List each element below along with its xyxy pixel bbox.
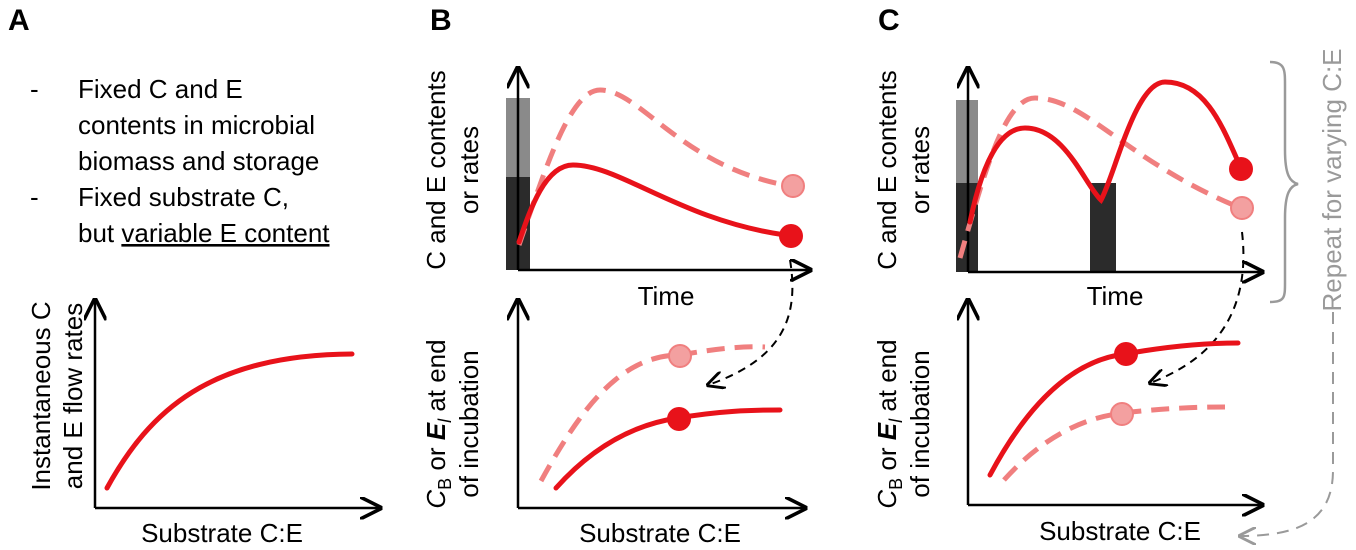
panel-c-top-solid-curve bbox=[967, 79, 1243, 225]
panel-a: A - Fixed C and E contents in microbial … bbox=[8, 4, 380, 548]
panel-b-bottom-ylabel-line-1: CB or El at end bbox=[421, 339, 455, 508]
panel-c-el-symbol: E bbox=[872, 422, 902, 440]
panel-c-cb-symbol: C bbox=[872, 490, 902, 509]
panel-c-top-ylabel-line-2: or rates bbox=[905, 126, 935, 214]
panel-c-transfer-arrow bbox=[1150, 231, 1245, 383]
panel-b-bottom-dashed-curve bbox=[538, 344, 766, 483]
panel-c-repeat-brace bbox=[1269, 60, 1299, 304]
bullet-2-line-2-prefix: but bbox=[78, 218, 121, 248]
panel-c-top-solid-endpoint bbox=[1229, 157, 1253, 181]
panel-b-top-solid-curve bbox=[516, 162, 788, 245]
panel-a-xlabel: Substrate C:E bbox=[141, 518, 303, 548]
panel-b-bottom-solid-point bbox=[667, 407, 691, 431]
panel-c-cb-subscript: B bbox=[886, 478, 906, 490]
panel-b-el-symbol: E bbox=[421, 422, 451, 440]
panel-b-cb-symbol: C bbox=[421, 490, 451, 509]
panel-c-repeat-arrow bbox=[1240, 312, 1334, 536]
panel-b-top-solid-endpoint bbox=[779, 224, 803, 248]
bullet-1-line-3: biomass and storage bbox=[78, 146, 319, 176]
panel-c-bottom-dashed-curve bbox=[1002, 404, 1226, 482]
panel-c-repeat-label: Repeat for varying C:E bbox=[1317, 48, 1347, 311]
panel-b-top-xlabel: Time bbox=[638, 281, 695, 311]
panel-c: C C and E contents or rates Time CB or E… bbox=[872, 4, 1347, 546]
panel-b-cb-subscript: B bbox=[435, 478, 455, 490]
panel-b: B C and E contents or rates Time CB or E… bbox=[421, 4, 810, 548]
panel-c-at-end-text: at end bbox=[872, 339, 902, 419]
panel-c-top-dashed-curve bbox=[957, 95, 1239, 259]
panel-c-top-ylabel-line-1: C and E contents bbox=[872, 70, 902, 269]
panel-b-top-dashed-curve bbox=[516, 87, 786, 246]
panel-c-or-text: or bbox=[872, 440, 902, 478]
bullet-2-line-2: but variable E content bbox=[78, 218, 330, 248]
bullet-2-line-1: Fixed substrate C, bbox=[78, 182, 289, 212]
bullet-2-underlined-text: variable E content bbox=[121, 218, 330, 248]
panel-b-label: B bbox=[430, 4, 452, 37]
panel-a-bullets: - Fixed C and E contents in microbial bi… bbox=[30, 74, 330, 248]
panel-c-el-subscript: l bbox=[886, 418, 906, 423]
panel-b-at-end-text: at end bbox=[421, 339, 451, 419]
bullet-1-line-1: Fixed C and E bbox=[78, 74, 243, 104]
panel-c-bottom-dashed-point bbox=[1110, 402, 1134, 426]
panel-c-top-xlabel: Time bbox=[1087, 281, 1144, 311]
panel-a-ylabel-line-1: Instantaneous C bbox=[26, 301, 56, 490]
panel-c-bottom-xlabel: Substrate C:E bbox=[1039, 516, 1201, 546]
panel-a-label: A bbox=[8, 4, 30, 37]
panel-b-el-subscript: l bbox=[435, 418, 455, 423]
bullet-1-line-2: contents in microbial bbox=[78, 110, 315, 140]
panel-c-label: C bbox=[878, 4, 900, 37]
panel-a-ylabel-line-2: and E flow rates bbox=[58, 303, 88, 489]
panel-b-transfer-arrow bbox=[708, 259, 794, 385]
panel-a-flow-curve bbox=[104, 351, 355, 491]
panel-b-top-ylabel-line-1: C and E contents bbox=[421, 70, 451, 269]
bullet-1-dash: - bbox=[30, 74, 39, 104]
bullet-2-dash: - bbox=[30, 182, 39, 212]
panel-c-top-dashed-endpoint bbox=[1230, 196, 1254, 220]
panel-b-top-ylabel-line-2: or rates bbox=[454, 126, 484, 214]
panel-b-bottom-xlabel: Substrate C:E bbox=[579, 518, 741, 548]
panel-c-bottom-solid-point bbox=[1114, 342, 1138, 366]
panel-c-bottom-ylabel-line-2: of incubation bbox=[905, 350, 935, 497]
panel-b-bottom-dashed-point bbox=[668, 344, 692, 368]
panel-b-bottom-ylabel-line-2: of incubation bbox=[454, 350, 484, 497]
panel-b-or-text: or bbox=[421, 440, 451, 478]
panel-b-top-dashed-endpoint bbox=[781, 174, 805, 198]
panel-c-bottom-ylabel-line-1: CB or El at end bbox=[872, 339, 906, 508]
